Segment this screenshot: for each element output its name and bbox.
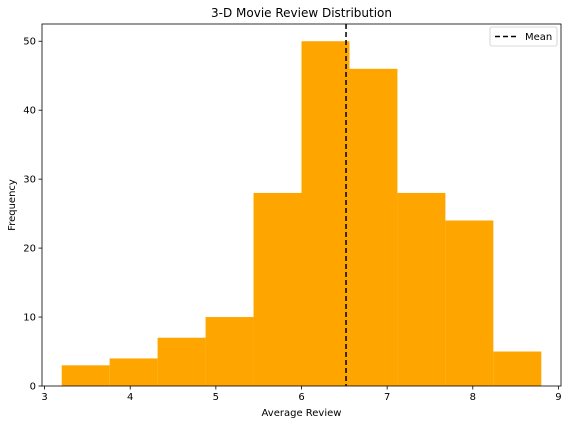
y-tick-label: 50: [23, 37, 36, 48]
histogram-bar-10: [493, 351, 542, 386]
x-tick-label: 3: [41, 392, 47, 403]
histogram-bar-3: [157, 337, 206, 386]
y-axis-ticks: 0 10 20 30 40 50: [23, 37, 42, 393]
chart-title: 3-D Movie Review Distribution: [211, 6, 392, 20]
x-tick-label: 6: [298, 392, 304, 403]
histogram-bar-8: [397, 192, 446, 386]
x-axis-ticks: 3 4 5 6 7 8 9: [41, 386, 562, 403]
legend: Mean: [489, 26, 558, 47]
histogram-bar-5: [253, 192, 302, 386]
histogram-bar-2: [109, 358, 158, 386]
x-tick-label: 7: [384, 392, 390, 403]
histogram-bar-7: [349, 68, 398, 387]
histogram-bar-9: [445, 220, 494, 386]
legend-box: [489, 26, 558, 47]
bars-group: [61, 41, 542, 387]
histogram-bar-6: [301, 41, 350, 386]
histogram-bar-1: [61, 365, 110, 386]
y-tick-label: 40: [23, 106, 36, 117]
y-axis-label: Frequency: [7, 179, 18, 231]
x-tick-label: 5: [213, 392, 219, 403]
y-tick-label: 10: [23, 313, 36, 324]
y-tick-label: 30: [23, 175, 36, 186]
legend-mean-label: Mean: [525, 32, 552, 43]
x-axis-label: Average Review: [262, 408, 342, 419]
x-tick-label: 4: [127, 392, 133, 403]
histogram-bar-4: [205, 317, 254, 386]
x-tick-label: 9: [555, 392, 561, 403]
y-tick-label: 0: [30, 382, 36, 393]
x-tick-label: 8: [470, 392, 476, 403]
y-tick-label: 20: [23, 244, 36, 255]
